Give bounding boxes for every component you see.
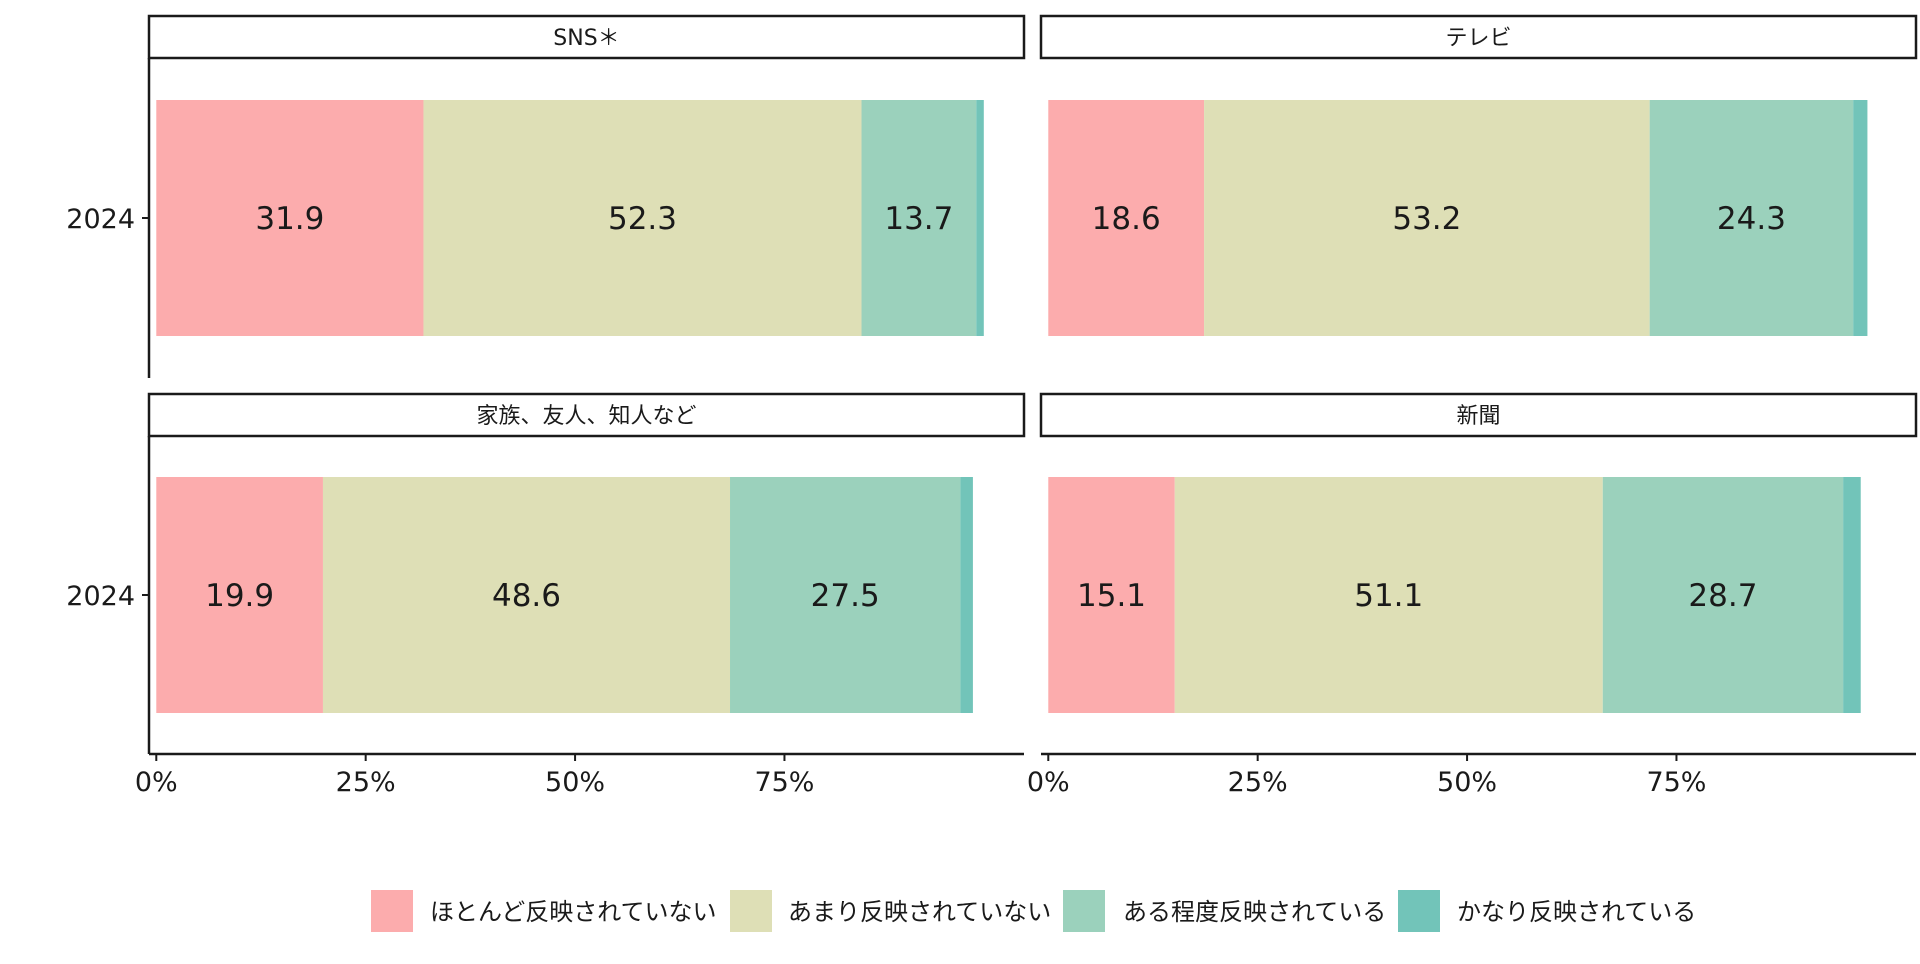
panel-strip-0: [147, 14, 1026, 60]
bar-segment-2-0: [156, 477, 323, 713]
data-label-2-2: 27.5: [811, 578, 880, 614]
bar-segment-0-3: [976, 100, 984, 336]
x-tick-label-1-0: 0%: [1027, 767, 1070, 798]
bar-segment-1-0: [1048, 100, 1205, 336]
bar-segment-1-2: [1649, 100, 1854, 336]
x-tick-label-0-2: 50%: [545, 767, 605, 798]
data-label-2-0: 19.9: [205, 578, 274, 614]
legend-swatch-3: [1398, 890, 1440, 932]
panel-strip-3: [1039, 392, 1918, 438]
data-label-1-1: 53.2: [1392, 201, 1461, 237]
data-label-1-2: 24.3: [1717, 201, 1786, 237]
bar-segment-1-3: [1853, 100, 1868, 336]
bar-segment-2-3: [960, 477, 973, 713]
x-tick-label-0-0: 0%: [135, 767, 178, 798]
data-label-0-0: 31.9: [255, 201, 324, 237]
y-tick-label-1: 2024: [66, 581, 135, 612]
bar-segment-0-0: [156, 100, 424, 336]
legend-swatch-1: [730, 890, 772, 932]
data-label-1-0: 18.6: [1092, 201, 1161, 237]
bar-segment-3-1: [1174, 477, 1603, 713]
bar-segment-0-2: [861, 100, 977, 336]
legend-swatch-0: [371, 890, 413, 932]
x-tick-label-0-3: 75%: [754, 767, 814, 798]
data-label-0-2: 13.7: [884, 201, 953, 237]
data-label-2-1: 48.6: [492, 578, 561, 614]
panel-title-2: 家族、友人、知人など: [476, 404, 696, 429]
panel-strip-2: [147, 392, 1026, 438]
bar-segment-0-1: [423, 100, 862, 336]
y-tick-label-0: 2024: [66, 204, 135, 235]
x-tick-label-1-1: 25%: [1228, 767, 1288, 798]
bar-segment-3-3: [1843, 477, 1861, 713]
legend-label-2: ある程度反映されている: [1123, 898, 1386, 926]
x-tick-label-1-2: 50%: [1437, 767, 1497, 798]
data-label-0-1: 52.3: [608, 201, 677, 237]
bar-segment-3-2: [1602, 477, 1844, 713]
data-label-3-2: 28.7: [1688, 578, 1757, 614]
data-label-3-0: 15.1: [1077, 578, 1146, 614]
bar-segment-2-2: [730, 477, 961, 713]
panel-title-0: SNS＊: [553, 26, 619, 51]
data-label-3-1: 51.1: [1354, 578, 1423, 614]
bar-segment-2-1: [322, 477, 731, 713]
panel-strip-1: [1039, 14, 1918, 60]
x-tick-label-1-3: 75%: [1646, 767, 1706, 798]
x-tick-label-0-1: 25%: [336, 767, 396, 798]
bar-segment-3-0: [1048, 477, 1175, 713]
legend-label-3: かなり反映されている: [1457, 898, 1696, 926]
legend-swatch-2: [1063, 890, 1105, 932]
legend-label-1: あまり反映されていない: [788, 898, 1051, 926]
bar-segment-1-1: [1204, 100, 1650, 336]
legend-label-0: ほとんど反映されていない: [430, 898, 717, 926]
panel-title-1: テレビ: [1445, 26, 1511, 51]
panel-title-3: 新聞: [1456, 404, 1500, 429]
